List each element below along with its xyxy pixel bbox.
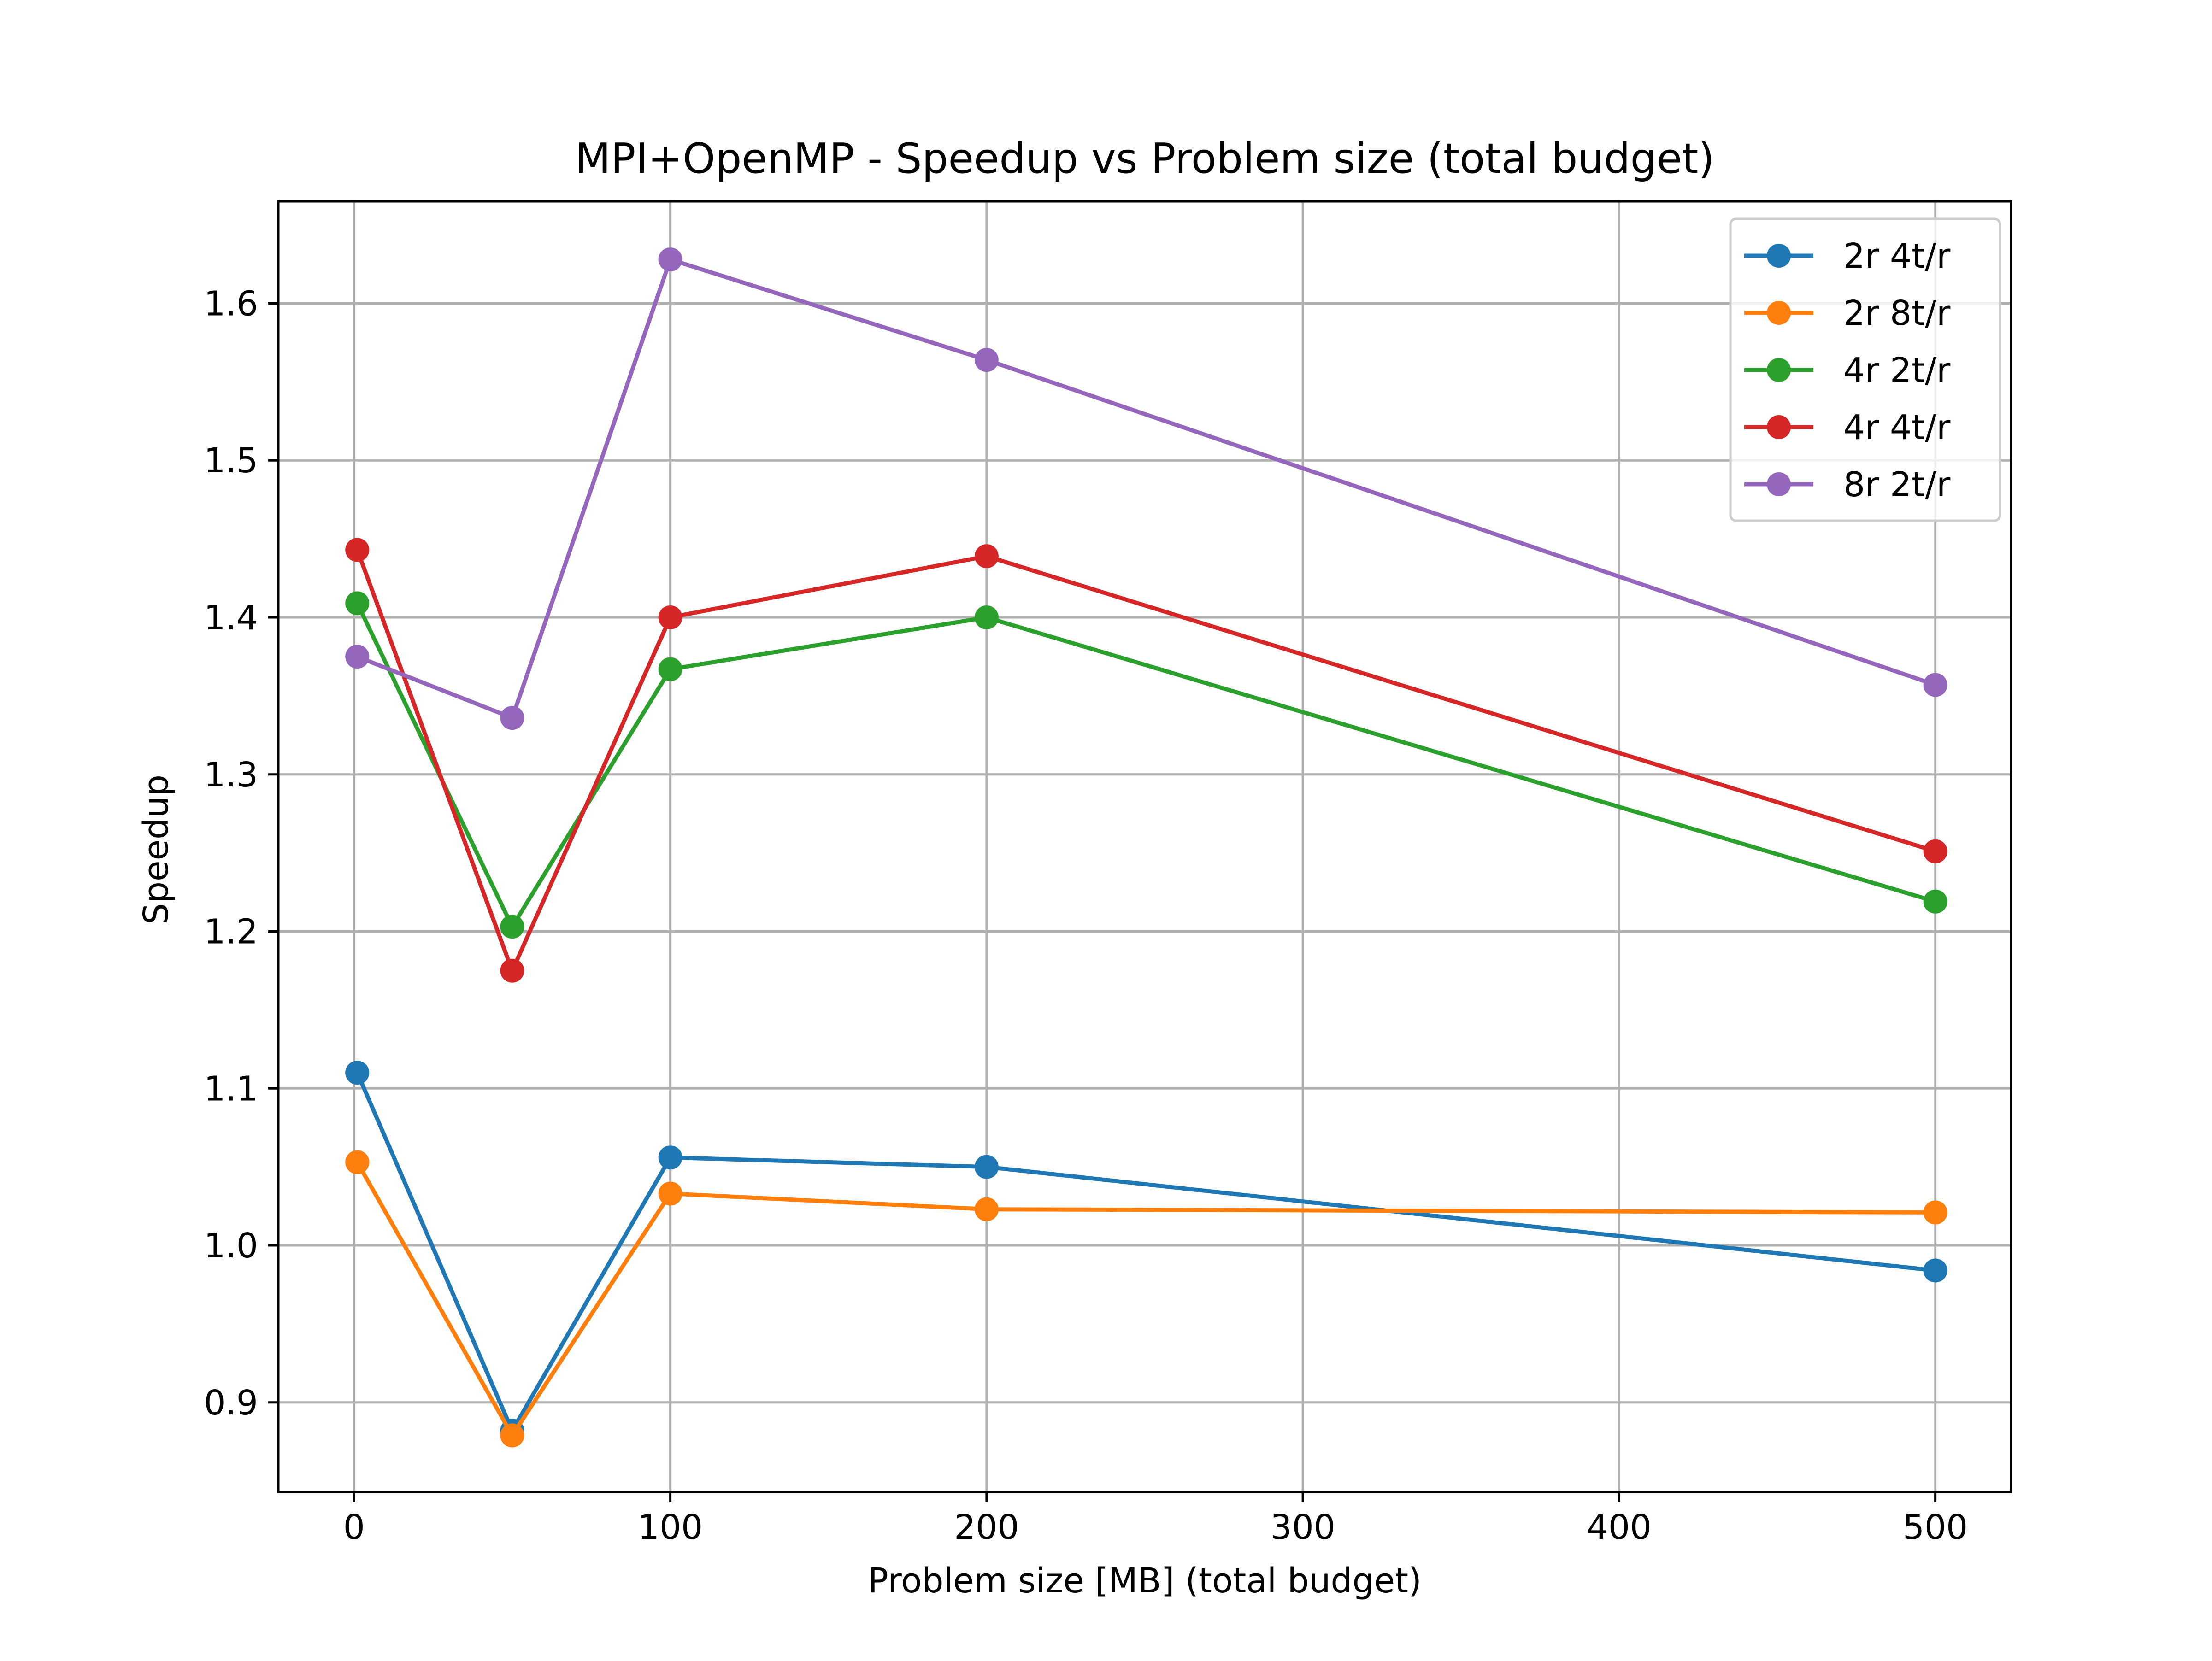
x-tick-label: 400 [1587,1508,1652,1547]
series-8r-2t-r [345,247,1947,730]
y-tick-label: 1.1 [204,1069,258,1109]
legend-item: 4r 4t/r [1744,408,1951,447]
y-tick-label: 1.4 [204,598,258,638]
legend-marker [1767,472,1791,496]
data-point [658,1145,682,1170]
data-point [658,1181,682,1206]
data-point [658,657,682,681]
legend-box [1729,217,2001,522]
series-lines [345,247,1947,1448]
data-point [1923,1200,1947,1225]
data-point [1923,839,1947,863]
data-point [658,247,682,272]
x-tick-label: 500 [1903,1508,1968,1547]
data-point [658,605,682,629]
data-point [974,544,999,569]
data-point [345,645,370,669]
data-point [345,538,370,562]
y-tick-label: 1.5 [204,441,258,481]
axis-ticks: 0 100 200 300 400 500 0.9 1.0 1.1 1.2 1.3 1.4 1.5 1.6 [204,284,1968,1547]
data-point [345,1150,370,1174]
data-point [500,915,524,939]
data-point [345,591,370,616]
legend-item: 4r 2t/r [1744,351,1951,390]
series-4r-2t-r [345,591,1947,939]
legend-label: 4r 2t/r [1843,351,1951,390]
x-tick-label: 0 [343,1508,365,1547]
y-tick-label: 1.2 [204,912,258,952]
data-point [500,706,524,730]
legend-label: 2r 8t/r [1843,293,1951,333]
y-tick-label: 1.6 [204,284,258,323]
legend: 2r 4t/r 2r 8t/r 4r 2t/r 4r 4t/r 8r 2t/r [1729,217,2001,522]
data-point [500,1423,524,1448]
legend-item: 2r 4t/r [1744,236,1951,276]
series-4r-4t-r [345,538,1947,983]
legend-label: 2r 4t/r [1843,236,1951,276]
chart-title: MPI+OpenMP - Speedup vs Problem size (to… [575,135,1715,183]
legend-label: 4r 4t/r [1843,408,1951,447]
data-point [1923,889,1947,914]
data-point [974,605,999,629]
data-point [974,1155,999,1179]
data-point [974,348,999,372]
data-point [974,1197,999,1221]
x-axis-label: Problem size [MB] (total budget) [868,1561,1422,1601]
x-tick-label: 300 [1271,1508,1335,1547]
legend-label: 8r 2t/r [1843,465,1951,505]
data-point [500,958,524,983]
plot-frame [277,200,2012,1493]
y-tick-label: 0.9 [204,1383,258,1423]
legend-marker [1767,415,1791,439]
x-tick-label: 200 [954,1508,1019,1547]
data-point [1923,1258,1947,1283]
series-2r-8t-r [345,1150,1947,1448]
y-tick-label: 1.3 [204,755,258,795]
legend-item: 8r 2t/r [1744,465,1951,505]
legend-marker [1767,358,1791,382]
y-axis-label: Speedup [136,775,176,925]
legend-marker [1767,244,1791,268]
grid [278,201,2011,1492]
data-point [1923,673,1947,697]
data-point [345,1061,370,1085]
legend-item: 2r 8t/r [1744,293,1951,333]
legend-marker [1767,301,1791,325]
x-tick-label: 100 [638,1508,703,1547]
y-tick-label: 1.0 [204,1226,258,1266]
